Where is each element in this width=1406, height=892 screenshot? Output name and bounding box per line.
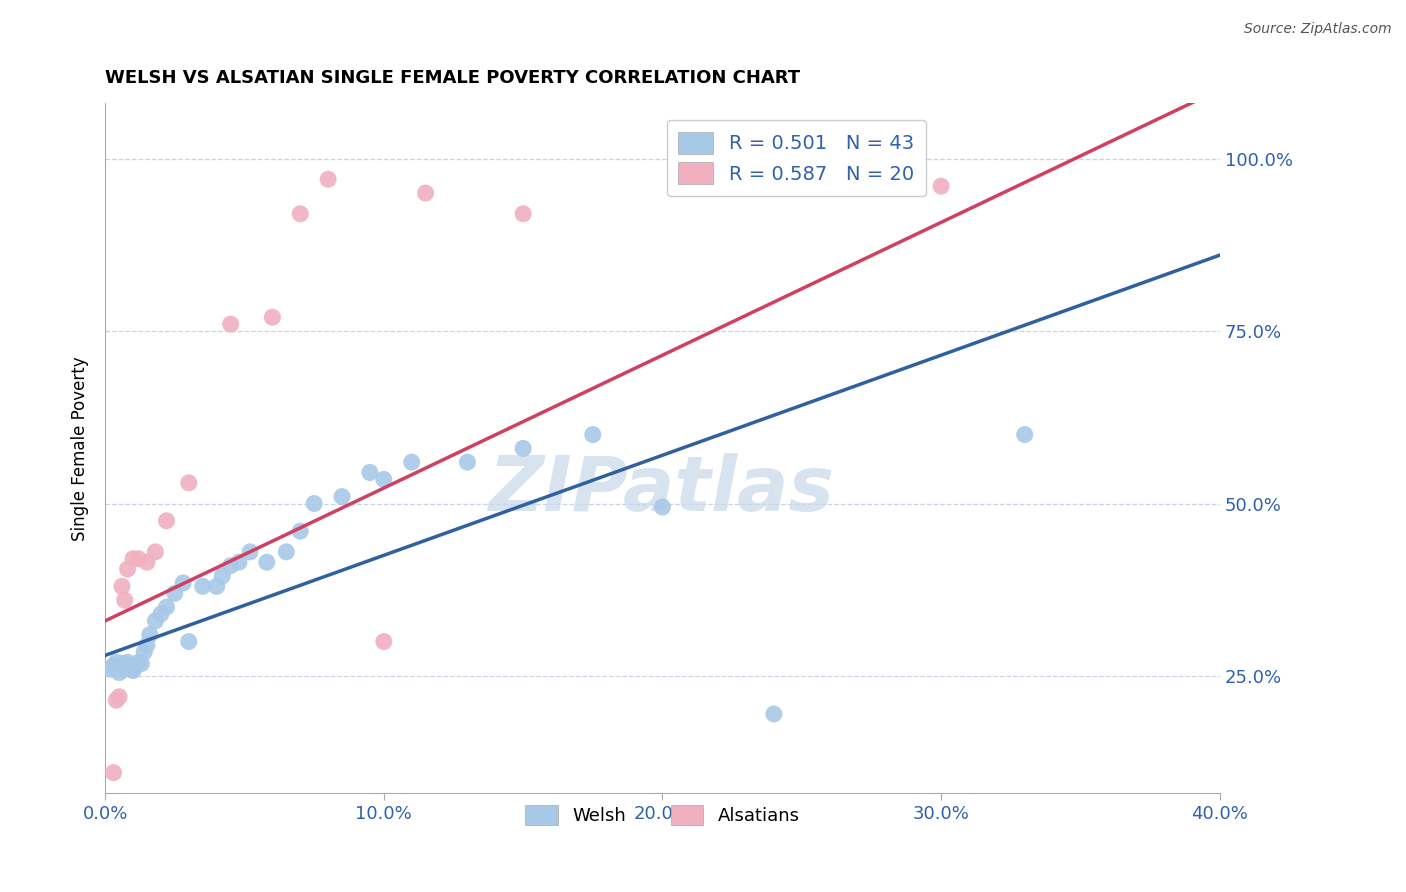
Point	[114, 593, 136, 607]
Point	[120, 658, 142, 673]
Point	[128, 655, 150, 669]
Point	[122, 662, 145, 676]
Point	[359, 466, 381, 480]
Y-axis label: Single Female Poverty: Single Female Poverty	[72, 356, 89, 541]
Point	[155, 514, 177, 528]
Point	[651, 500, 673, 514]
Point	[512, 442, 534, 456]
Point	[1014, 427, 1036, 442]
Point	[177, 475, 200, 490]
Legend: Welsh, Alsatians: Welsh, Alsatians	[517, 797, 807, 832]
Point	[111, 657, 134, 671]
Point	[105, 655, 128, 669]
Point	[111, 579, 134, 593]
Point	[100, 662, 122, 676]
Point	[762, 706, 785, 721]
Point	[228, 555, 250, 569]
Point	[276, 545, 298, 559]
Point	[415, 186, 437, 200]
Point	[219, 317, 242, 331]
Point	[401, 455, 423, 469]
Point	[155, 600, 177, 615]
Point	[103, 658, 125, 673]
Point	[262, 310, 284, 325]
Point	[105, 693, 128, 707]
Point	[219, 558, 242, 573]
Point	[582, 427, 605, 442]
Point	[512, 207, 534, 221]
Point	[290, 524, 312, 538]
Point	[177, 634, 200, 648]
Point	[149, 607, 172, 621]
Point	[211, 569, 233, 583]
Point	[103, 765, 125, 780]
Point	[330, 490, 353, 504]
Point	[373, 472, 395, 486]
Point	[114, 658, 136, 673]
Point	[114, 662, 136, 676]
Point	[172, 575, 194, 590]
Point	[316, 172, 339, 186]
Point	[163, 586, 186, 600]
Point	[122, 664, 145, 678]
Point	[117, 562, 139, 576]
Point	[456, 455, 478, 469]
Point	[108, 690, 131, 704]
Point	[256, 555, 278, 569]
Text: Source: ZipAtlas.com: Source: ZipAtlas.com	[1244, 22, 1392, 37]
Text: ZIPatlas: ZIPatlas	[489, 453, 835, 527]
Point	[128, 551, 150, 566]
Point	[145, 614, 167, 628]
Point	[131, 657, 153, 671]
Point	[373, 634, 395, 648]
Point	[136, 638, 159, 652]
Point	[239, 545, 262, 559]
Point	[122, 551, 145, 566]
Point	[108, 665, 131, 680]
Point	[134, 645, 156, 659]
Text: WELSH VS ALSATIAN SINGLE FEMALE POVERTY CORRELATION CHART: WELSH VS ALSATIAN SINGLE FEMALE POVERTY …	[105, 69, 800, 87]
Point	[136, 555, 159, 569]
Point	[191, 579, 214, 593]
Point	[302, 497, 325, 511]
Point	[120, 662, 142, 676]
Point	[205, 579, 228, 593]
Point	[929, 179, 952, 194]
Point	[290, 207, 312, 221]
Point	[117, 655, 139, 669]
Point	[145, 545, 167, 559]
Point	[139, 627, 162, 641]
